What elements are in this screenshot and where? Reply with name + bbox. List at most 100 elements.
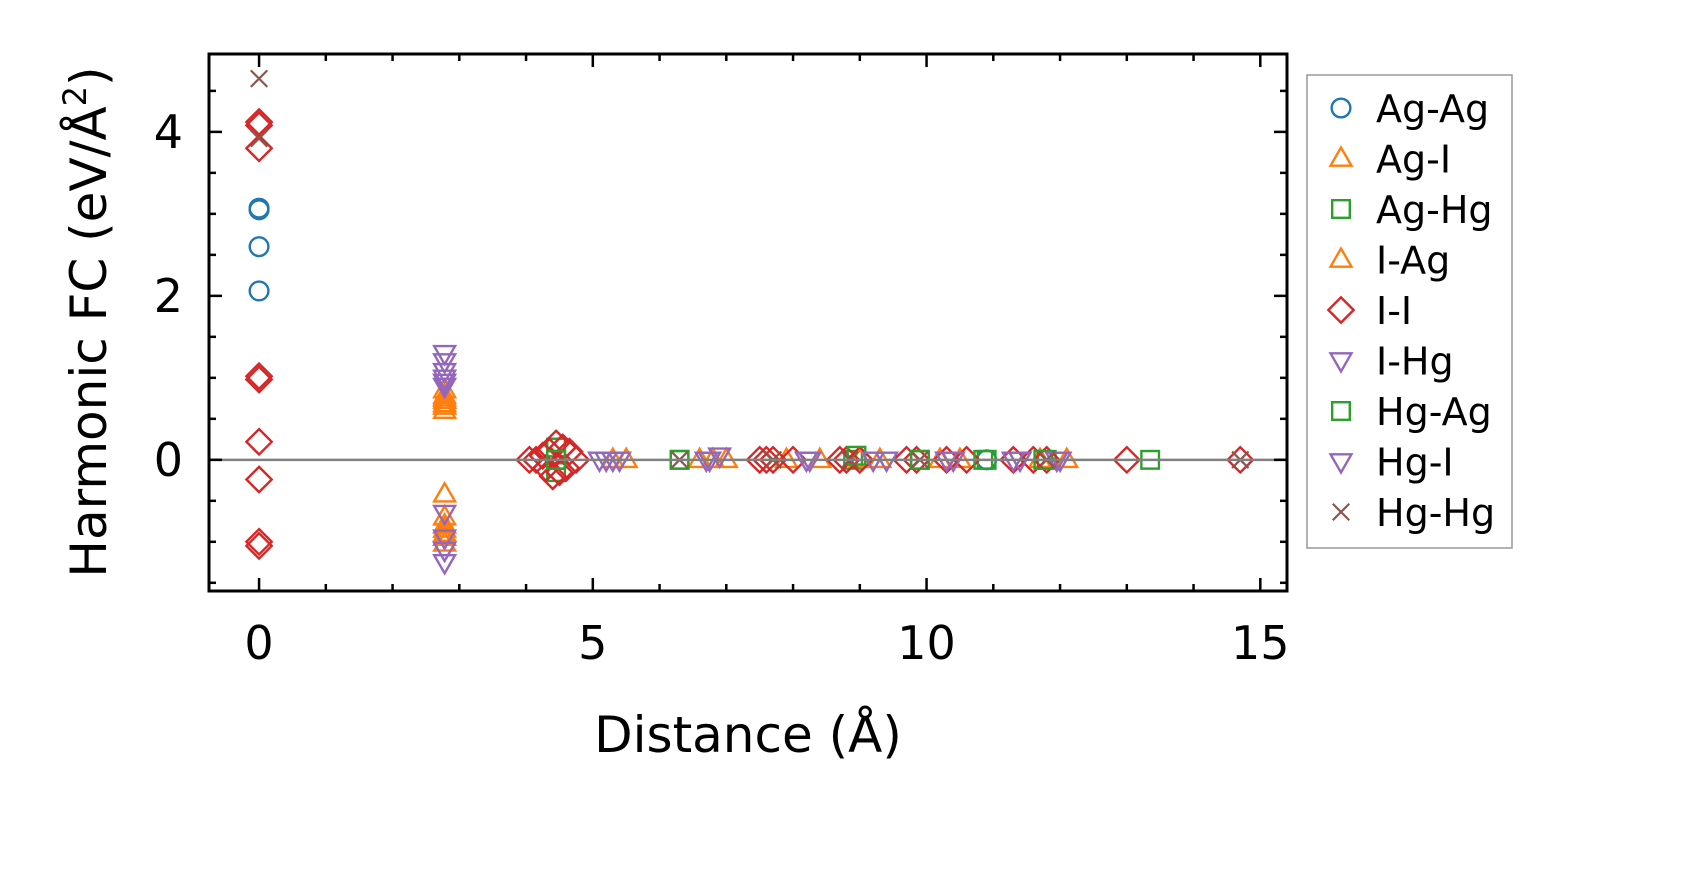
legend-label: I-Ag	[1376, 239, 1450, 283]
data-point	[432, 387, 458, 410]
y-axis-label-main: Harmonic FC (eV/Å	[60, 106, 118, 577]
legend-label: Ag-Ag	[1376, 87, 1489, 131]
series-i-i	[244, 107, 1255, 561]
y-tick-label: 0	[154, 433, 183, 487]
data-point	[593, 451, 619, 474]
legend-item-i-ag: I-Ag	[1328, 239, 1450, 283]
data-point	[432, 553, 458, 576]
data-point	[758, 445, 788, 475]
data-point	[845, 445, 875, 475]
x-tick-label: 10	[897, 616, 956, 670]
legend-item-i-i: I-I	[1326, 289, 1412, 333]
y-axis-label-tail: )	[60, 66, 118, 86]
plot-frame	[207, 52, 1289, 593]
data-point	[1032, 445, 1062, 475]
data-point	[432, 384, 458, 407]
data-point	[687, 446, 713, 469]
x-tick-label: 0	[244, 616, 273, 670]
data-point	[244, 531, 274, 561]
data-point	[1225, 445, 1255, 475]
data-point	[432, 480, 458, 503]
data-point	[432, 390, 458, 413]
data-point	[1000, 451, 1026, 474]
y-axis-label-superscript: 2	[56, 86, 94, 106]
data-point	[1112, 445, 1142, 475]
data-point	[432, 397, 458, 419]
data-point	[432, 382, 458, 405]
legend-marker	[1330, 97, 1352, 119]
series-ag-i	[432, 376, 1080, 552]
data-point	[860, 451, 886, 474]
data-point	[541, 429, 571, 458]
data-point	[531, 453, 561, 483]
data-point	[606, 451, 633, 474]
legend: Ag-Ag Ag-I Ag-Hg I-Ag I-I I-Hg Hg-Ag Hg-I Hg-Hg	[1306, 74, 1513, 549]
axis-tick-labels: 0 5 10 15 0 2 4	[154, 105, 1290, 670]
data-point	[1044, 451, 1070, 474]
data-point	[707, 447, 733, 470]
y-tick-label: 4	[154, 105, 183, 159]
legend-marker	[1326, 295, 1356, 325]
plot-marks	[244, 69, 1255, 576]
legend-marker	[1328, 145, 1354, 167]
legend-marker	[1330, 401, 1351, 422]
data-point	[940, 451, 966, 474]
data-point	[244, 361, 274, 391]
data-point	[244, 527, 274, 557]
data-point	[535, 437, 564, 466]
data-point	[432, 516, 458, 538]
data-point	[244, 133, 274, 163]
data-point	[867, 446, 893, 469]
legend-item-i-hg: I-Hg	[1328, 340, 1454, 384]
series-hg-hg	[250, 69, 1250, 469]
data-point	[248, 236, 270, 258]
legend-label: Hg-Ag	[1376, 390, 1492, 434]
legend-label: Ag-Hg	[1376, 188, 1493, 232]
legend-item-ag-ag: Ag-Ag	[1330, 87, 1489, 131]
data-point	[250, 129, 269, 148]
y-tick-label: 2	[154, 269, 183, 323]
legend-marker	[1331, 502, 1351, 522]
data-point	[551, 453, 581, 483]
data-point	[873, 451, 900, 474]
y-axis-label: Harmonic FC (eV/Å2)	[56, 66, 118, 577]
legend-marker	[1328, 246, 1354, 268]
data-point	[432, 373, 458, 396]
data-point	[1054, 446, 1080, 469]
legend-item-hg-hg: Hg-Hg	[1331, 491, 1495, 535]
data-point	[797, 451, 823, 474]
x-marker-stroke	[1331, 502, 1351, 522]
x-axis-label: Distance (Å)	[594, 706, 902, 764]
data-point	[432, 362, 458, 385]
legend-marker	[1330, 198, 1351, 219]
x-tick-label: 15	[1231, 616, 1290, 670]
legend-label: Ag-I	[1376, 138, 1451, 182]
data-point	[432, 504, 458, 527]
data-point	[432, 541, 458, 564]
legend-item-ag-i: Ag-I	[1328, 138, 1451, 182]
legend-marker	[1328, 453, 1354, 475]
legend-item-hg-i: Hg-I	[1328, 441, 1454, 485]
data-point	[244, 465, 274, 494]
data-point	[432, 377, 458, 400]
x-marker-stroke	[250, 69, 269, 88]
data-point	[250, 69, 269, 88]
series-ag-ag	[248, 197, 998, 471]
data-point	[244, 427, 274, 457]
data-point	[248, 199, 270, 221]
legend-marker	[1328, 352, 1354, 374]
legend-box	[1306, 74, 1513, 549]
data-point	[713, 446, 739, 469]
x-tick-label: 5	[578, 616, 607, 670]
data-point	[752, 445, 781, 475]
legend-label: I-Hg	[1376, 340, 1454, 384]
data-point	[697, 451, 723, 474]
legend-item-ag-hg: Ag-Hg	[1330, 188, 1493, 232]
data-point	[432, 529, 458, 552]
data-point	[244, 365, 274, 394]
series-hg-i	[432, 362, 1070, 552]
legend-label: Hg-I	[1376, 441, 1454, 485]
data-point	[538, 461, 568, 491]
legend-item-hg-ag: Hg-Ag	[1330, 390, 1492, 434]
